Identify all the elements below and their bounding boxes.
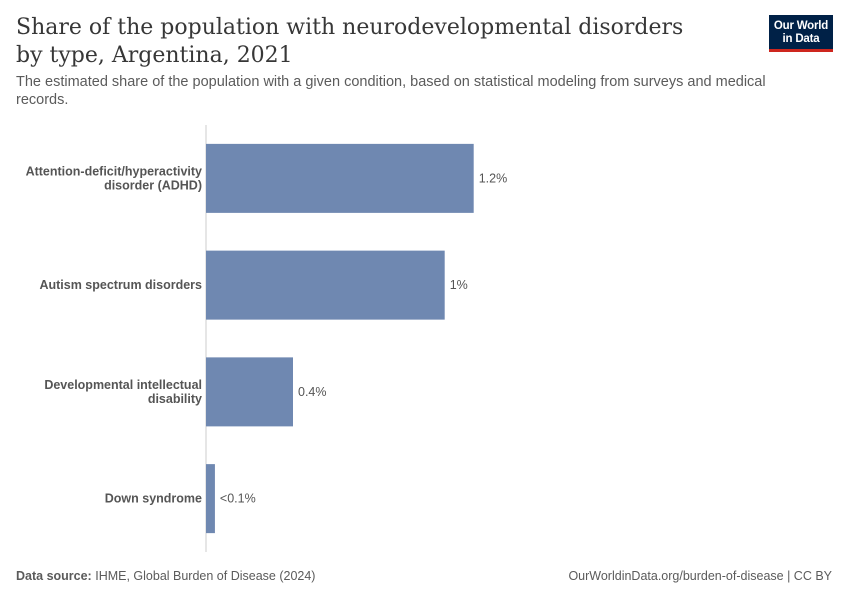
bar-0[interactable] [206, 143, 474, 213]
category-label-3-line-0: Down syndrome [105, 492, 202, 506]
bar-2[interactable] [206, 357, 293, 427]
category-label-0-line-0: Attention-deficit/hyperactivity [26, 164, 202, 178]
bar-3[interactable] [206, 464, 215, 534]
value-label-2: 0.4% [298, 385, 327, 399]
value-label-3: <0.1% [220, 492, 256, 506]
logo-line-2: in Data [782, 33, 820, 45]
chart-subtitle: The estimated share of the population wi… [16, 74, 766, 108]
owid-logo[interactable]: Our World in Data [769, 15, 833, 52]
category-label-1: Autism spectrum disorders [39, 278, 202, 292]
logo-line-1: Our World [773, 20, 829, 32]
bar-1[interactable] [206, 250, 445, 320]
category-label-2-line-0: Developmental intellectual [44, 378, 202, 392]
source-url[interactable]: OurWorldinData.org/burden-of-disease | C… [568, 569, 832, 583]
chart-title: Share of the population with neurodevelo… [16, 15, 684, 68]
category-label-2: Developmental intellectual disability [44, 378, 202, 406]
value-label-0: 1.2% [479, 171, 508, 185]
category-label-2-line-1: disability [148, 392, 202, 406]
category-label-1-line-0: Autism spectrum disorders [39, 278, 202, 292]
category-label-3: Down syndrome [105, 492, 202, 506]
data-source-label: Data source: [16, 569, 92, 583]
data-source-text: IHME, Global Burden of Disease (2024) [95, 569, 316, 583]
data-source: Data source: IHME, Global Burden of Dise… [16, 569, 315, 583]
category-label-0-line-1: disorder (ADHD) [104, 178, 202, 192]
category-label-0: Attention-deficit/hyperactivity disorder … [26, 164, 202, 192]
bar-chart: 1.2% Attention-deficit/hyperactivity disor… [26, 125, 508, 552]
value-label-1: 1% [450, 278, 468, 292]
